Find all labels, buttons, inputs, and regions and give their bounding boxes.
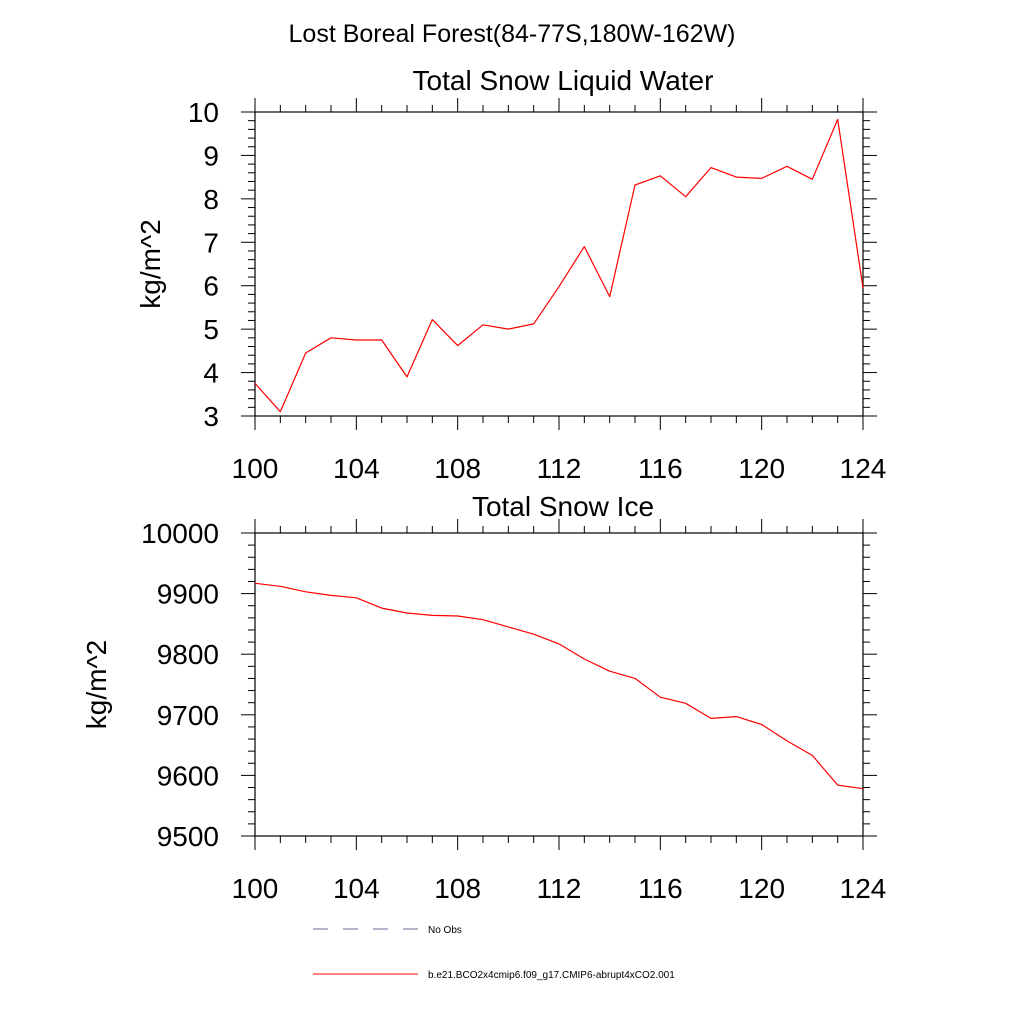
- series-line-1: [254, 118, 864, 413]
- y-tick-label: 9700: [157, 700, 219, 731]
- x-tick-label: 116: [638, 453, 683, 484]
- y-tick-label: 9: [203, 140, 219, 171]
- series-line-1: [254, 582, 864, 790]
- y-tick-label: 7: [203, 227, 219, 258]
- y-tick-label: 10: [188, 97, 219, 128]
- y-tick-label: 10000: [141, 518, 219, 549]
- x-tick-label: 112: [537, 873, 582, 904]
- y-tick-label: 6: [203, 271, 219, 302]
- x-tick-label: 120: [738, 453, 785, 484]
- x-tick-label: 124: [840, 453, 887, 484]
- x-tick-label: 108: [434, 873, 481, 904]
- x-tick-label: 104: [333, 453, 380, 484]
- x-tick-label: 100: [232, 453, 279, 484]
- chart-panel-2: Total Snow Ice kg/m^2 100 104 108 112 116 120 12…: [81, 491, 886, 904]
- y-tick-label: 8: [203, 184, 219, 215]
- legend-label: No Obs: [428, 925, 462, 936]
- y-axis-label: kg/m^2: [135, 219, 166, 308]
- chart-title: Total Snow Ice: [472, 491, 654, 522]
- x-tick-label: 108: [434, 453, 481, 484]
- figure-main-title: Lost Boreal Forest(84-77S,180W-162W): [289, 20, 736, 48]
- plot-frame: [254, 532, 864, 837]
- legend: No Obs b.e21.BCO2x4cmip6.f09_g17.CMIP6-ab…: [313, 925, 675, 981]
- y-tick-label: 9500: [157, 821, 219, 852]
- x-tick-label: 124: [840, 873, 887, 904]
- y-tick-label: 5: [203, 314, 219, 345]
- x-tick-label: 100: [232, 873, 279, 904]
- plot-frame: [254, 111, 864, 417]
- x-tick-label: 112: [537, 453, 582, 484]
- chart-title: Total Snow Liquid Water: [413, 65, 714, 96]
- x-tick-label: 104: [333, 873, 380, 904]
- y-axis-label: kg/m^2: [81, 640, 112, 729]
- y-tick-label: 9800: [157, 639, 219, 670]
- y-tick-label: 3: [203, 401, 219, 432]
- y-tick-label: 9900: [157, 579, 219, 610]
- x-tick-label: 116: [638, 873, 683, 904]
- legend-label: b.e21.BCO2x4cmip6.f09_g17.CMIP6-abrupt4x…: [428, 970, 675, 981]
- x-tick-label: 120: [738, 873, 785, 904]
- y-tick-label: 4: [203, 358, 219, 389]
- y-tick-label: 9600: [157, 760, 219, 791]
